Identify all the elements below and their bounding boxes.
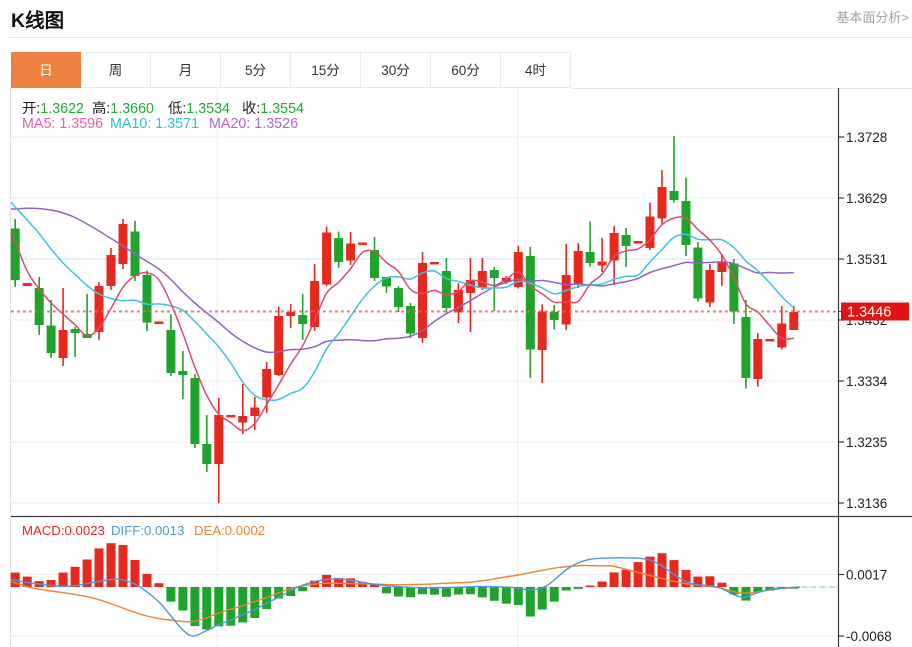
svg-text:1.3446: 1.3446 <box>847 305 891 321</box>
svg-text:1.3629: 1.3629 <box>846 191 887 206</box>
svg-text:1.3235: 1.3235 <box>846 435 887 450</box>
svg-text:1.3136: 1.3136 <box>846 496 887 511</box>
svg-text:0.0017: 0.0017 <box>846 568 887 583</box>
svg-text:-0.0068: -0.0068 <box>846 629 892 644</box>
svg-text:1.3728: 1.3728 <box>846 130 887 145</box>
svg-text:1.3531: 1.3531 <box>846 252 887 267</box>
svg-text:1.3334: 1.3334 <box>846 374 888 389</box>
